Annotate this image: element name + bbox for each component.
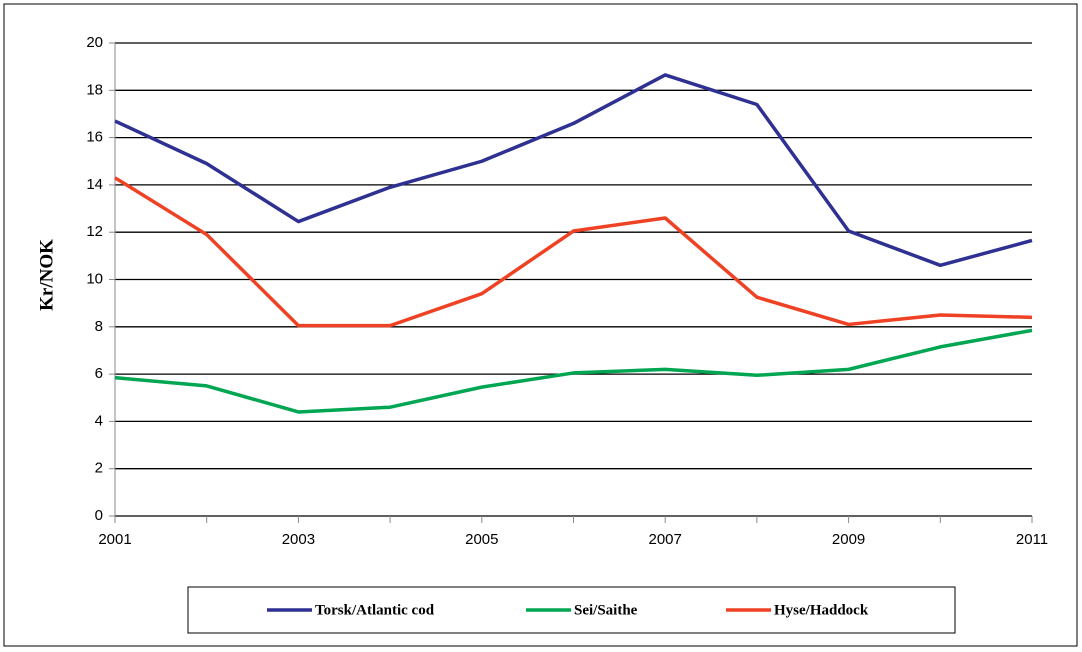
- x-tick-label: 2003: [282, 531, 315, 548]
- x-tick-label: 2011: [1016, 531, 1048, 548]
- series-line: [114, 73, 1033, 268]
- series-line: [114, 328, 1033, 414]
- y-tick-label: 16: [86, 129, 103, 146]
- y-axis-label: Kr/NOK: [36, 239, 57, 311]
- y-tick-label: 18: [86, 81, 103, 98]
- y-tick-label: 12: [86, 223, 103, 240]
- y-tick-label: 6: [95, 365, 103, 382]
- frame: [3, 3, 1078, 647]
- x-tick-label: 2007: [649, 531, 682, 548]
- y-tick-label: 2: [95, 460, 103, 477]
- legend-label: Sei/Saithe: [574, 602, 638, 618]
- series-line: [114, 176, 1033, 328]
- y-tick-label: 4: [95, 412, 103, 429]
- y-tick-label: 20: [86, 34, 103, 51]
- x-tick-label: 2009: [832, 531, 865, 548]
- y-tick-label: 8: [95, 318, 103, 335]
- x-tick-label: 2001: [98, 531, 131, 548]
- x-tick-label: 2005: [465, 531, 498, 548]
- legend-label: Torsk/Atlantic cod: [315, 602, 435, 618]
- y-tick-label: 10: [86, 270, 103, 287]
- legend-label: Hyse/Haddock: [774, 602, 869, 618]
- y-tick-label: 0: [95, 507, 103, 524]
- y-tick-label: 14: [86, 176, 103, 193]
- legend-box: [187, 586, 956, 634]
